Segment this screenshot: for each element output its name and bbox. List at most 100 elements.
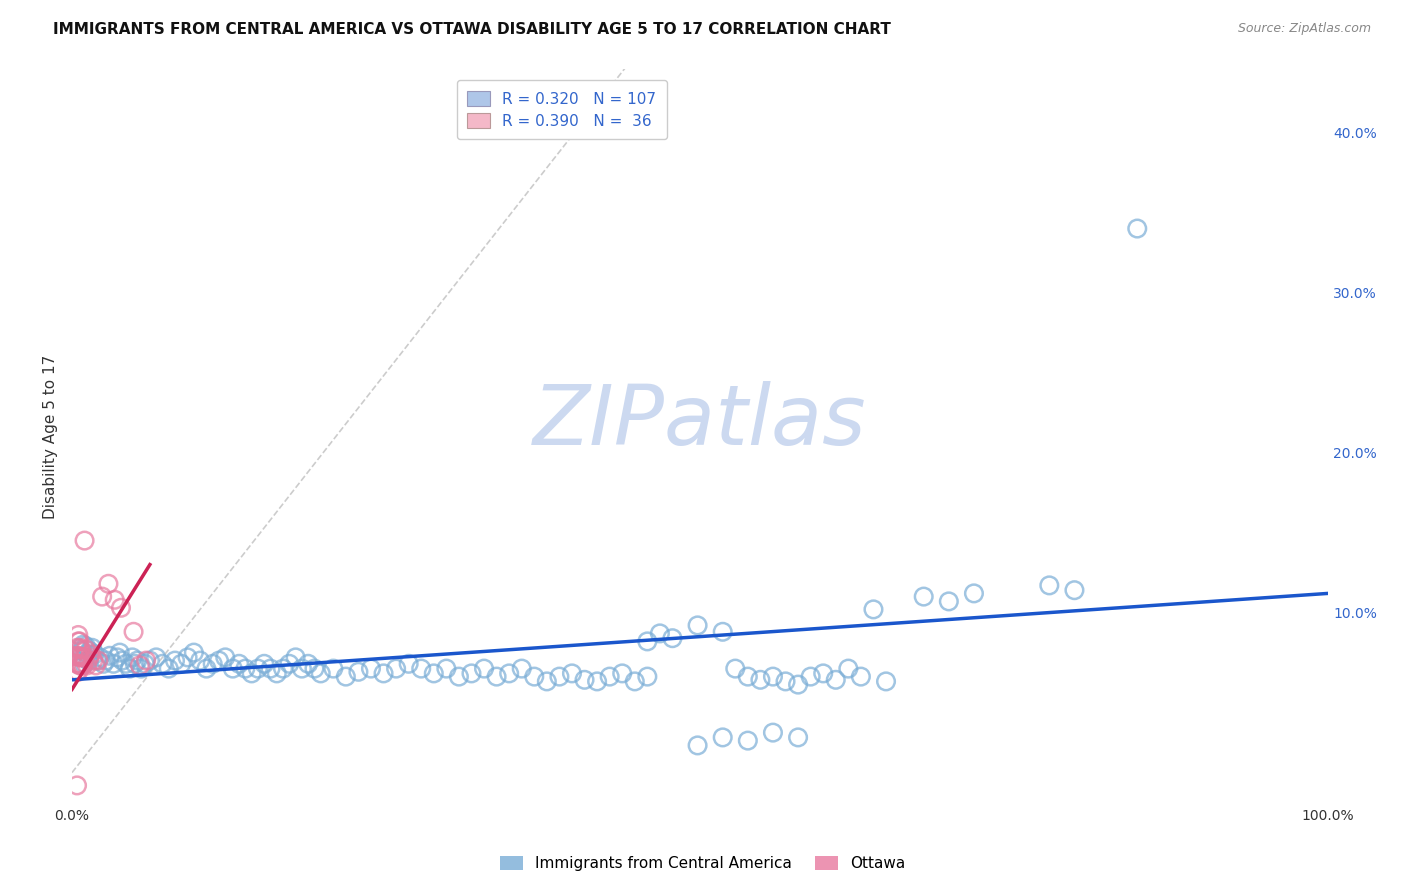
Point bbox=[612, 666, 634, 681]
Point bbox=[240, 666, 263, 681]
Point bbox=[66, 648, 89, 663]
Point bbox=[69, 650, 91, 665]
Text: ZIPatlas: ZIPatlas bbox=[533, 382, 868, 462]
Point bbox=[108, 646, 131, 660]
Point bbox=[510, 662, 533, 676]
Point bbox=[72, 650, 94, 665]
Point bbox=[70, 644, 93, 658]
Point bbox=[599, 670, 621, 684]
Point bbox=[304, 662, 326, 676]
Point bbox=[69, 642, 91, 657]
Point bbox=[79, 644, 101, 658]
Point bbox=[110, 600, 132, 615]
Point bbox=[423, 666, 446, 681]
Point bbox=[93, 657, 115, 671]
Point bbox=[434, 662, 457, 676]
Point bbox=[70, 658, 93, 673]
Point bbox=[157, 662, 180, 676]
Point bbox=[253, 657, 276, 671]
Point bbox=[398, 657, 420, 671]
Text: IMMIGRANTS FROM CENTRAL AMERICA VS OTTAWA DISABILITY AGE 5 TO 17 CORRELATION CHA: IMMIGRANTS FROM CENTRAL AMERICA VS OTTAW… bbox=[53, 22, 891, 37]
Point bbox=[737, 670, 759, 684]
Point bbox=[284, 650, 307, 665]
Point bbox=[963, 586, 986, 600]
Point bbox=[447, 670, 470, 684]
Point bbox=[86, 654, 108, 668]
Point bbox=[69, 658, 91, 673]
Legend: Immigrants from Central America, Ottawa: Immigrants from Central America, Ottawa bbox=[495, 850, 911, 877]
Point bbox=[87, 654, 110, 668]
Point bbox=[69, 658, 91, 673]
Point bbox=[89, 650, 111, 665]
Point bbox=[69, 640, 91, 655]
Point bbox=[460, 666, 482, 681]
Point bbox=[309, 666, 332, 681]
Point bbox=[176, 650, 198, 665]
Point bbox=[548, 670, 571, 684]
Point bbox=[105, 650, 128, 665]
Point bbox=[76, 658, 98, 673]
Point bbox=[77, 654, 100, 668]
Point bbox=[266, 666, 288, 681]
Point bbox=[711, 731, 734, 745]
Point bbox=[67, 665, 90, 679]
Point bbox=[235, 662, 257, 676]
Point bbox=[152, 657, 174, 671]
Point bbox=[127, 654, 149, 668]
Point bbox=[129, 662, 152, 676]
Point bbox=[67, 657, 90, 671]
Point bbox=[66, 640, 89, 655]
Point bbox=[498, 666, 520, 681]
Point bbox=[536, 674, 558, 689]
Point bbox=[163, 654, 186, 668]
Point bbox=[84, 658, 107, 673]
Point bbox=[824, 673, 846, 687]
Point bbox=[111, 654, 134, 668]
Point bbox=[66, 657, 89, 671]
Point bbox=[297, 657, 319, 671]
Point bbox=[636, 634, 658, 648]
Point bbox=[128, 658, 150, 673]
Point bbox=[79, 650, 101, 665]
Point bbox=[875, 674, 897, 689]
Point bbox=[787, 677, 810, 691]
Point bbox=[322, 662, 344, 676]
Point bbox=[121, 650, 143, 665]
Point bbox=[686, 739, 709, 753]
Point bbox=[222, 662, 245, 676]
Point bbox=[72, 638, 94, 652]
Point bbox=[574, 673, 596, 687]
Point bbox=[124, 657, 146, 671]
Point bbox=[724, 662, 747, 676]
Point bbox=[912, 590, 935, 604]
Point bbox=[82, 640, 104, 655]
Point bbox=[73, 650, 96, 665]
Point bbox=[661, 631, 683, 645]
Point bbox=[97, 576, 120, 591]
Point bbox=[214, 650, 236, 665]
Point bbox=[145, 650, 167, 665]
Point bbox=[208, 654, 231, 668]
Point bbox=[335, 670, 357, 684]
Point bbox=[73, 533, 96, 548]
Point bbox=[118, 662, 141, 676]
Point bbox=[411, 662, 433, 676]
Point bbox=[775, 674, 797, 689]
Point bbox=[135, 654, 157, 668]
Point bbox=[711, 624, 734, 639]
Point bbox=[1038, 578, 1060, 592]
Point bbox=[201, 657, 224, 671]
Y-axis label: Disability Age 5 to 17: Disability Age 5 to 17 bbox=[44, 354, 58, 518]
Point bbox=[139, 654, 162, 668]
Point bbox=[623, 674, 645, 689]
Legend: R = 0.320   N = 107, R = 0.390   N =  36: R = 0.320 N = 107, R = 0.390 N = 36 bbox=[457, 80, 666, 139]
Point bbox=[134, 657, 156, 671]
Point bbox=[246, 662, 269, 676]
Point bbox=[98, 648, 121, 663]
Point bbox=[586, 674, 609, 689]
Point bbox=[94, 654, 117, 668]
Point bbox=[787, 731, 810, 745]
Point bbox=[938, 594, 960, 608]
Point bbox=[72, 658, 94, 673]
Point bbox=[737, 733, 759, 747]
